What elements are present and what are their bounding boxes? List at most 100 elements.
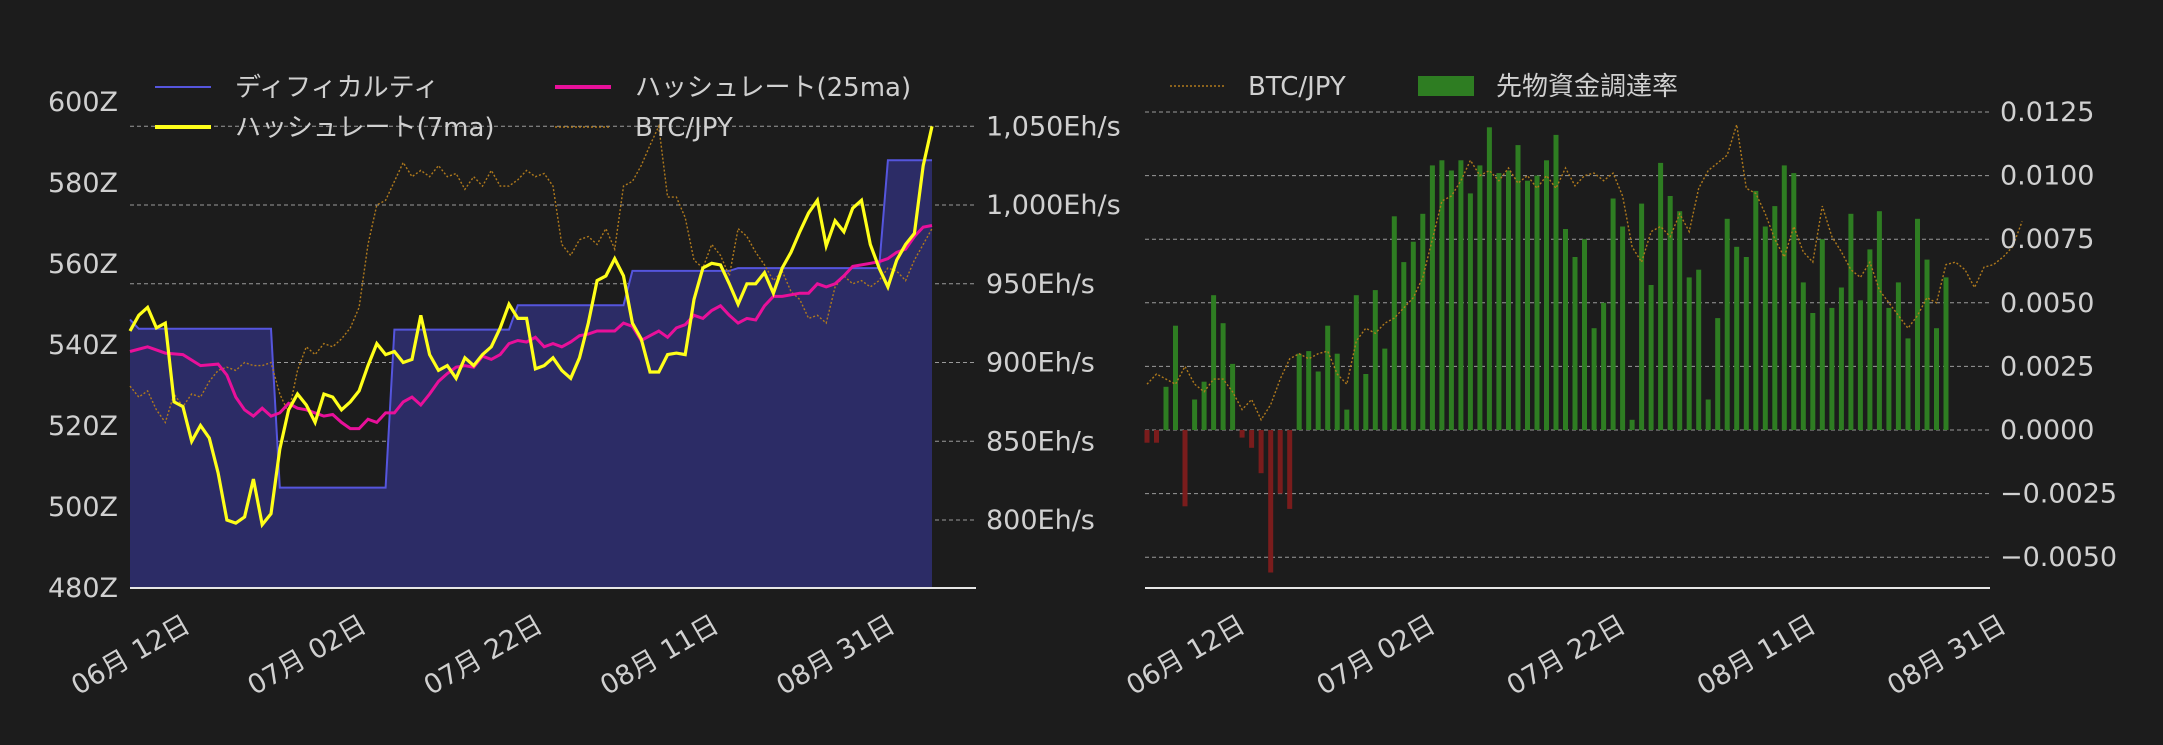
funding-rate-bar [1410,241,1416,430]
funding-rate-bar [1506,170,1511,430]
y-right-tick-label: 0.0075 [2000,224,2094,255]
funding-rate-bar [1515,145,1521,430]
funding-rate-bar [1610,198,1616,430]
funding-rate-bar [1563,229,1568,430]
y-left-tick-label: 480Z [48,573,118,604]
funding-rate-bar [1372,290,1378,430]
funding-rate-bar [1591,328,1597,430]
y-right-tick-label: 0.0025 [2000,351,2094,382]
y-right-tick-label: 0.0050 [2000,288,2094,319]
funding-rate-bar [1363,374,1369,430]
funding-rate-bar [1857,300,1863,430]
legend-btc-jpy-label: BTC/JPY [1248,72,1346,102]
funding-rate-bar [1458,160,1464,431]
funding-rate-bar [1648,285,1654,430]
funding-rate-bar [1544,160,1549,431]
funding-rate-bar [1211,295,1217,430]
funding-rate-bar [1772,206,1778,430]
funding-rate-bar [1154,430,1159,443]
funding-rate-bar [1173,325,1178,430]
funding-rate-bar [1924,259,1930,430]
btc-jpy-line [1146,124,2023,422]
funding-rate-bar [1915,218,1920,430]
legend-funding-rate-label: 先物資金調達率 [1496,72,1678,102]
funding-rate-bar [1258,430,1264,474]
y-right-tick-label: 1,000Eh/s [986,190,1121,221]
funding-rate-bar [1658,162,1664,430]
funding-rate-bar [1677,211,1683,430]
legend-btc-jpy-label: BTC/JPY [635,113,733,143]
funding-rate-bar [1810,313,1816,430]
y-right-tick-label: 0.0000 [2000,415,2094,446]
y-right-tick-label: 0.0100 [2000,161,2094,192]
funding-rate-bar [1420,213,1426,430]
funding-rate-bar [1182,430,1188,507]
funding-rate-bar [1486,127,1492,431]
funding-rate-bar [1629,419,1635,430]
funding-rate-bar [1391,216,1397,430]
funding-rate-bar [1819,239,1825,430]
funding-rate-bar [1230,363,1236,430]
legend-funding-rate-swatch [1418,76,1474,96]
funding-rate-bar [1163,386,1169,430]
funding-rate-bar [1296,353,1302,430]
y-right-tick-label: −0.0050 [2000,542,2117,573]
legend-hashrate-7ma-label: ハッシュレート(7ma) [235,113,495,143]
y-left-tick-label: 500Z [48,492,118,523]
funding-rate-bar [1277,430,1283,494]
funding-rate-bar [1934,328,1939,430]
funding-rate-bar [1315,371,1321,430]
funding-rate-bar [1601,302,1607,430]
funding-rate-bar [1239,430,1245,438]
funding-rate-bar [1325,325,1331,430]
funding-rate-bar [1525,180,1530,430]
funding-rate-bar [1838,287,1844,430]
funding-rate-bar [1715,318,1721,430]
funding-rate-bar [1496,173,1502,430]
funding-rate-bar [1344,409,1350,430]
funding-rate-bar [1895,282,1901,430]
funding-rate-bar [1829,307,1835,430]
funding-rate-bar [1582,239,1587,430]
funding-rate-bar [1905,338,1911,430]
funding-rate-bar [1353,295,1359,430]
funding-rate-bar [1144,430,1150,443]
funding-rate-bar [1848,213,1854,430]
funding-rate-bar [1382,348,1388,430]
funding-rate-bar [1867,249,1873,430]
funding-rate-bar [1762,226,1768,430]
funding-rate-bar [1334,353,1340,430]
funding-rate-bar [1724,218,1730,430]
hashrate-7ma-line [128,125,934,529]
btc-jpy-line [129,123,933,424]
y-right-tick-label: −0.0025 [2000,479,2117,510]
funding-rate-bar [1886,307,1892,430]
funding-rate-bar [1686,277,1692,430]
y-left-tick-label: 580Z [48,168,118,199]
funding-rate-bar [1876,211,1882,430]
funding-rate-bar [1201,381,1207,430]
funding-rate-bar [1743,257,1749,430]
funding-rate-bar [1306,351,1312,430]
funding-rate-bar [1620,226,1626,430]
funding-rate-bar [1553,134,1559,430]
funding-rate-bar [1448,170,1454,430]
y-left-tick-label: 600Z [48,87,118,118]
difficulty-line [129,159,932,489]
funding-rate-bar [1667,196,1673,430]
funding-rate-bar [1639,203,1645,430]
funding-rate-bar [1696,269,1702,430]
funding-rate-bar [1572,257,1578,430]
funding-rate-bar [1791,173,1797,430]
funding-rate-bar [1467,193,1473,430]
y-right-tick-label: 0.0125 [2000,97,2094,128]
funding-rate-bar [1439,160,1445,431]
y-right-tick-label: 850Eh/s [986,426,1095,457]
y-right-tick-label: 950Eh/s [986,269,1095,300]
funding-rate-bar [1192,399,1198,430]
hashrate-25ma-line [129,224,933,431]
funding-rate-bar [1753,190,1759,430]
funding-rate-bar [1268,430,1274,573]
